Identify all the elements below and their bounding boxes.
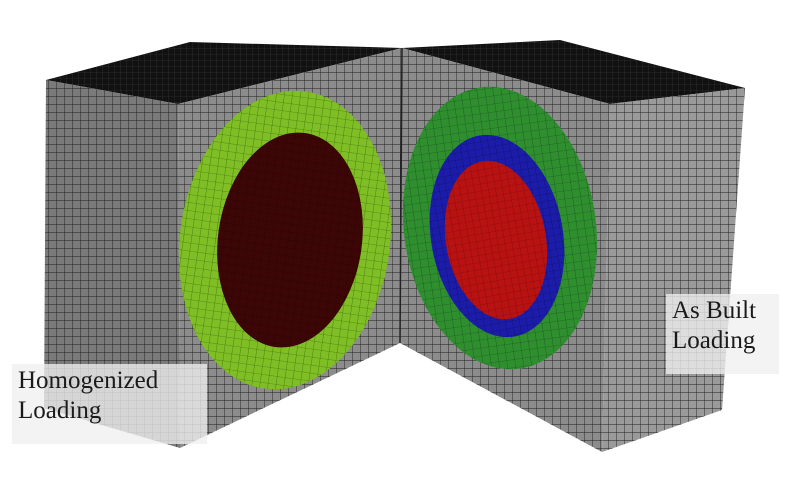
as-built-core [444, 160, 548, 320]
as-built-label-line1: As Built [672, 297, 757, 324]
homogenized-label-line1: Homogenized [18, 367, 159, 394]
left-block-side-face [44, 80, 180, 448]
right-block-top-face [402, 40, 745, 104]
homogenized-loading-label: Homogenized Loading [12, 364, 207, 444]
left-block-top-face [46, 42, 402, 104]
right-block-side-face [602, 88, 745, 452]
as-built-loading-label: As Built Loading [666, 294, 779, 374]
homogenized-label-line2: Loading [18, 397, 102, 424]
as-built-label-line2: Loading [672, 327, 756, 354]
fold-edge [399, 47, 403, 344]
homogenized-core [217, 132, 363, 348]
